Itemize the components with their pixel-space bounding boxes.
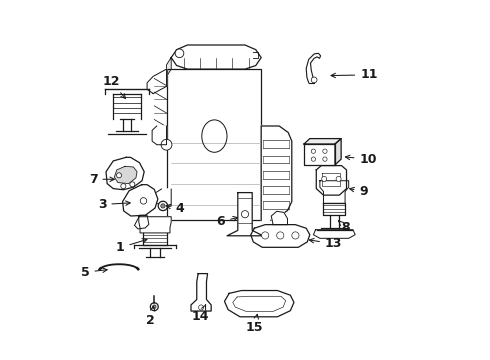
Text: 9: 9 bbox=[350, 185, 368, 198]
Polygon shape bbox=[152, 126, 167, 145]
Polygon shape bbox=[139, 217, 171, 233]
Text: 4: 4 bbox=[166, 202, 185, 215]
Text: 3: 3 bbox=[98, 198, 130, 211]
Polygon shape bbox=[271, 211, 288, 225]
Polygon shape bbox=[304, 139, 341, 144]
Polygon shape bbox=[316, 166, 346, 195]
Circle shape bbox=[242, 211, 248, 218]
Polygon shape bbox=[320, 181, 349, 203]
Circle shape bbox=[140, 198, 147, 204]
Circle shape bbox=[150, 303, 158, 311]
Polygon shape bbox=[304, 144, 335, 165]
Polygon shape bbox=[314, 230, 355, 238]
Circle shape bbox=[117, 173, 122, 178]
Text: 11: 11 bbox=[331, 68, 378, 81]
Circle shape bbox=[152, 305, 156, 309]
Polygon shape bbox=[191, 274, 211, 311]
Text: 10: 10 bbox=[345, 153, 377, 166]
Polygon shape bbox=[251, 225, 310, 247]
Circle shape bbox=[311, 77, 317, 83]
Circle shape bbox=[311, 149, 316, 153]
Text: 2: 2 bbox=[147, 306, 155, 327]
Text: 6: 6 bbox=[217, 215, 238, 228]
Polygon shape bbox=[323, 203, 345, 215]
Polygon shape bbox=[113, 94, 141, 119]
Polygon shape bbox=[167, 58, 171, 76]
Text: 15: 15 bbox=[245, 314, 263, 334]
Circle shape bbox=[121, 184, 126, 189]
Circle shape bbox=[321, 176, 327, 181]
Text: 5: 5 bbox=[81, 266, 107, 279]
Circle shape bbox=[292, 232, 299, 239]
Polygon shape bbox=[154, 189, 171, 206]
Text: 12: 12 bbox=[102, 75, 125, 99]
Circle shape bbox=[311, 157, 316, 161]
Polygon shape bbox=[114, 166, 137, 184]
Polygon shape bbox=[261, 126, 292, 220]
Polygon shape bbox=[167, 69, 261, 220]
Text: 13: 13 bbox=[309, 237, 343, 250]
Polygon shape bbox=[122, 185, 158, 216]
Circle shape bbox=[323, 149, 327, 153]
Text: 7: 7 bbox=[89, 173, 114, 186]
Circle shape bbox=[198, 305, 204, 310]
Polygon shape bbox=[224, 291, 294, 317]
Text: 1: 1 bbox=[116, 239, 147, 254]
Polygon shape bbox=[134, 215, 149, 229]
Circle shape bbox=[175, 49, 184, 58]
Polygon shape bbox=[106, 157, 144, 190]
Polygon shape bbox=[144, 233, 167, 245]
Polygon shape bbox=[227, 193, 263, 236]
Circle shape bbox=[161, 204, 165, 208]
Circle shape bbox=[158, 201, 168, 211]
Circle shape bbox=[130, 182, 135, 187]
Text: 14: 14 bbox=[191, 305, 209, 323]
Circle shape bbox=[323, 157, 327, 161]
Polygon shape bbox=[306, 53, 320, 83]
Circle shape bbox=[336, 176, 341, 181]
Polygon shape bbox=[171, 45, 261, 69]
Circle shape bbox=[262, 232, 269, 239]
Circle shape bbox=[161, 139, 172, 150]
Polygon shape bbox=[335, 139, 341, 165]
Circle shape bbox=[277, 232, 284, 239]
Text: 8: 8 bbox=[339, 221, 350, 234]
Polygon shape bbox=[147, 69, 167, 94]
